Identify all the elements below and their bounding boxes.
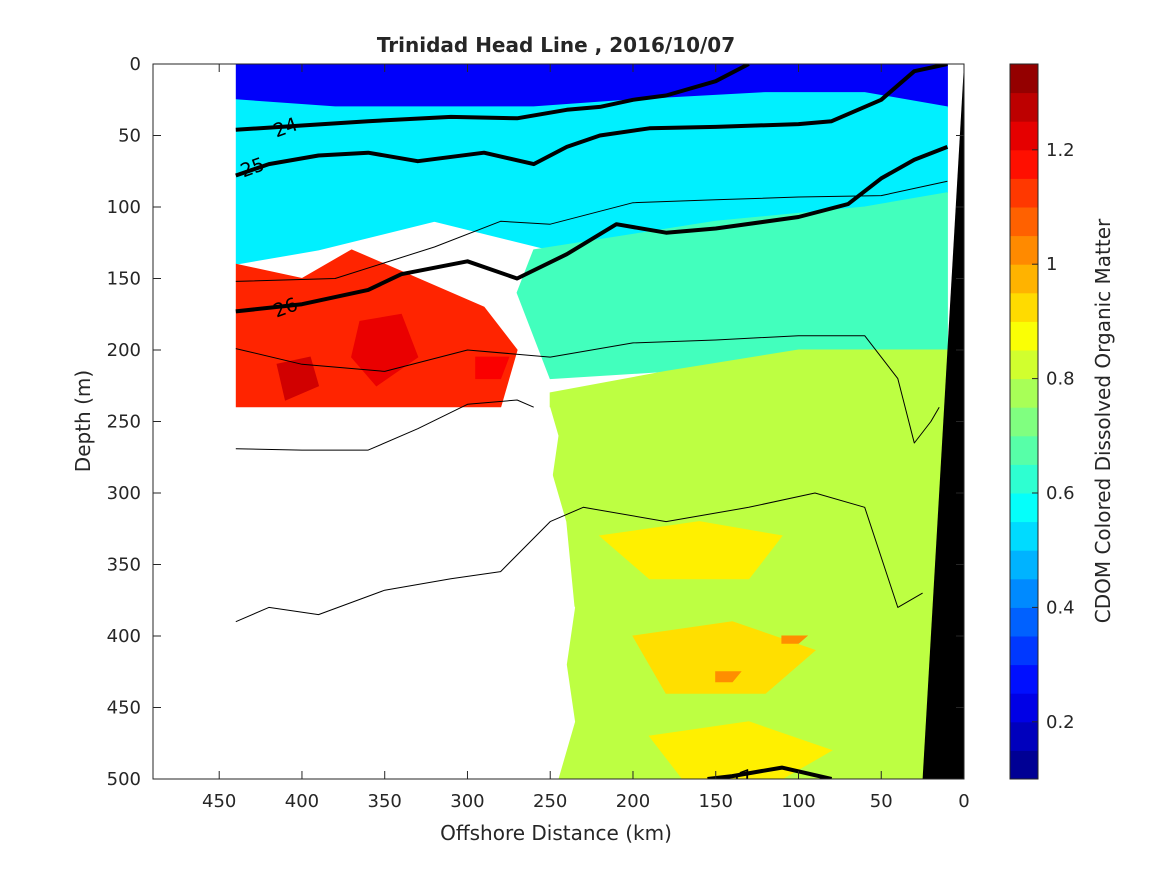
y-tick-label: 300 [107,483,141,504]
contour-line [235,492,923,623]
colorbar-segment [1010,178,1038,208]
x-tick-label: 350 [368,791,402,812]
x-tick-label: 0 [958,791,969,812]
colorbar-segment [1010,664,1038,694]
contour-line [235,180,948,282]
y-axis-label: Depth (m) [71,370,95,472]
colorbar-segment [1010,550,1038,580]
colorbar-segment [1010,264,1038,294]
colorbar-segment [1010,693,1038,723]
x-axis-label: Offshore Distance (km) [440,821,672,845]
colorbar-tick-label: 0.2 [1046,712,1075,733]
y-tick-label: 200 [107,340,141,361]
colorbar-segment [1010,721,1038,751]
land-mask [922,64,964,779]
heatmap-region-deep-yellow-1 [598,521,783,580]
contour-line [235,145,949,314]
y-tick-label: 250 [107,412,141,433]
y-tick-label: 50 [118,126,141,147]
x-tick-label: 300 [450,791,484,812]
contour-line [235,64,948,178]
contour-line [235,399,534,451]
x-tick-label: 450 [202,791,236,812]
colorbar-segment [1010,464,1038,494]
contour-line [707,765,833,779]
heatmap-region-deep-yellow-3 [648,721,833,779]
colorbar-segment [1010,292,1038,322]
heatmap-layer [153,64,964,779]
contour-line [235,335,940,444]
heatmap-region-deep-orange-2 [715,671,742,683]
colorbar-segment [1010,750,1038,780]
colorbar-segment [1010,521,1038,551]
x-tick-label: 150 [699,791,733,812]
colorbar-segment [1010,493,1038,523]
colorbar-tick-label: 0.4 [1046,597,1075,618]
y-tick-label: 150 [107,269,141,290]
colorbar-segment [1010,207,1038,237]
y-tick-label: 350 [107,555,141,576]
colorbar-segment [1010,235,1038,265]
colorbar-segment [1010,435,1038,465]
contour-line [235,64,750,132]
heatmap-region-deep-orange-1 [781,635,809,644]
colorbar-label: CDOM Colored Dissolved Organic Matter [1091,218,1115,623]
colorbar-segment [1010,350,1038,380]
x-axis: 450 400 350 300 250 200 150 100 50 0 [202,64,970,812]
y-tick-label: 0 [130,54,141,75]
heatmap-region-hot-core-1 [276,356,320,401]
colorbar-segment [1010,92,1038,122]
heatmap-region-hot-core-2 [351,313,419,387]
colorbar-segment [1010,321,1038,351]
heatmap-region-upper-cyan [235,92,948,265]
no-data-region [153,64,576,779]
colorbar: 0.2 0.4 0.6 0.8 1 1.2 [1009,63,1075,780]
colorbar-tick-label: 0.6 [1046,483,1075,504]
x-tick-label: 100 [781,791,815,812]
colorbar-segment [1010,407,1038,437]
colorbar-tick-label: 0.8 [1046,369,1075,390]
colorbar-segment [1010,578,1038,608]
x-tick-label: 400 [285,791,319,812]
colorbar-segment [1010,64,1038,94]
colorbar-segment [1010,378,1038,408]
colorbar-segment [1010,121,1038,151]
y-tick-label: 400 [107,626,141,647]
colorbar-segment [1010,607,1038,637]
x-tick-label: 50 [870,791,893,812]
y-tick-label: 450 [107,698,141,719]
heatmap-region-hot-core-4 [475,356,510,380]
y-axis: 0 50 100 150 200 250 300 350 400 450 500 [107,54,964,790]
colorbar-segment [1010,636,1038,666]
x-tick-label: 200 [616,791,650,812]
y-tick-label: 500 [107,769,141,790]
y-tick-label: 100 [107,197,141,218]
heatmap-region-deep-yellow-2 [632,621,816,694]
colorbar-tick-label: 1.2 [1046,140,1075,161]
colorbar-segment [1010,149,1038,179]
colorbar-tick-label: 1 [1046,254,1057,275]
x-tick-label: 250 [533,791,567,812]
chart-title: Trinidad Head Line , 2016/10/07 [377,33,735,57]
